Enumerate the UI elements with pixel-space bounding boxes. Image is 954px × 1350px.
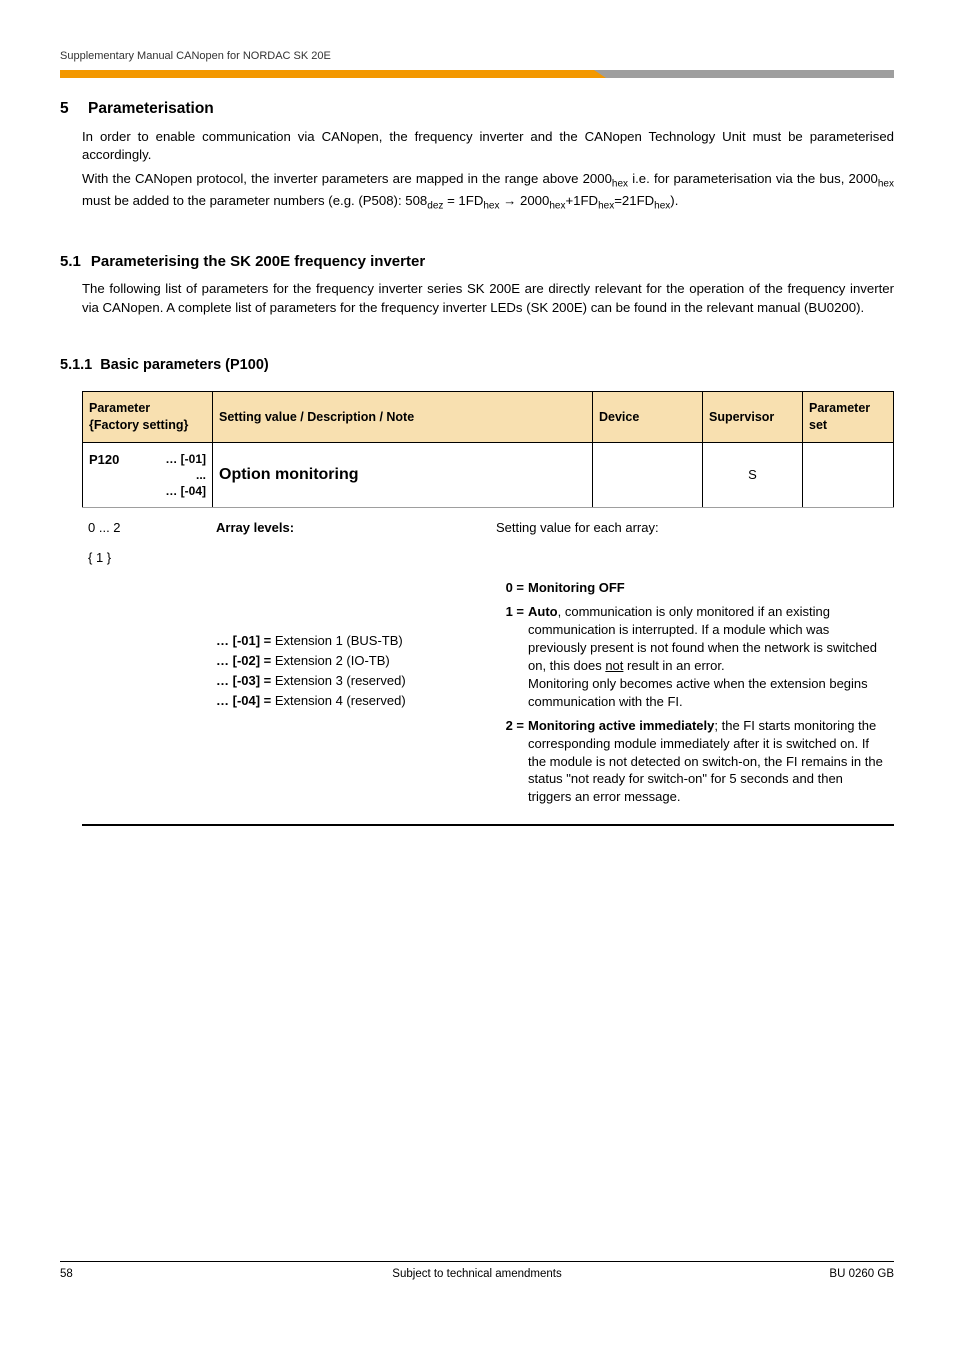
section-number: 5.1.1	[60, 357, 92, 373]
cell-parameter-set	[803, 443, 893, 508]
col-device: Device	[593, 392, 703, 442]
detail-array-label: Array levels:	[216, 520, 496, 565]
running-header: Supplementary Manual CANopen for NORDAC …	[60, 50, 894, 62]
detail-array-note: Setting value for each array:	[496, 520, 888, 565]
parameter-table: Parameter {Factory setting} Setting valu…	[82, 391, 894, 507]
cell-supervisor: S	[703, 443, 803, 508]
section-5-para-2: With the CANopen protocol, the inverter …	[82, 170, 894, 213]
parameter-detail-block: 0 ... 2 { 1 } Array levels: Setting valu…	[82, 507, 894, 826]
section-5-para-1: In order to enable communication via CAN…	[82, 128, 894, 164]
section-title: Parameterisation	[88, 100, 214, 118]
table-header-row: Parameter {Factory setting} Setting valu…	[83, 392, 893, 442]
section-number: 5.1	[60, 253, 81, 270]
page-footer: 58 Subject to technical amendments BU 02…	[60, 1261, 894, 1280]
footer-center-text: Subject to technical amendments	[60, 1268, 894, 1280]
cell-option-monitoring: Option monitoring	[213, 443, 593, 508]
col-parameter-set: Parameter set	[803, 392, 893, 442]
accent-bar	[60, 70, 894, 78]
extension-list: … [-01] = Extension 1 (BUS-TB) … [-02] =…	[216, 579, 500, 812]
section-number: 5	[60, 100, 74, 118]
section-5-1-heading: 5.1 Parameterising the SK 200E frequency…	[60, 253, 894, 270]
table-row: P120 … [-01] ... … [-04] Option monitori…	[83, 442, 893, 508]
cell-parameter-code: P120 … [-01] ... … [-04]	[83, 443, 213, 508]
col-setting: Setting value / Description / Note	[213, 392, 593, 442]
col-supervisor: Supervisor	[703, 392, 803, 442]
detail-range-factory: 0 ... 2 { 1 }	[88, 520, 216, 565]
col-parameter: Parameter {Factory setting}	[83, 392, 213, 442]
section-title: Parameterising the SK 200E frequency inv…	[91, 253, 425, 270]
cell-device	[593, 443, 703, 508]
section-5-heading: 5 Parameterisation	[60, 100, 894, 118]
values-list: 0 = Monitoring OFF 1 = Auto, communicati…	[500, 579, 888, 812]
section-5-1-para-1: The following list of parameters for the…	[82, 280, 894, 316]
section-5-1-1-heading: 5.1.1 Basic parameters (P100)	[60, 357, 894, 373]
section-title: Basic parameters (P100)	[100, 357, 268, 373]
